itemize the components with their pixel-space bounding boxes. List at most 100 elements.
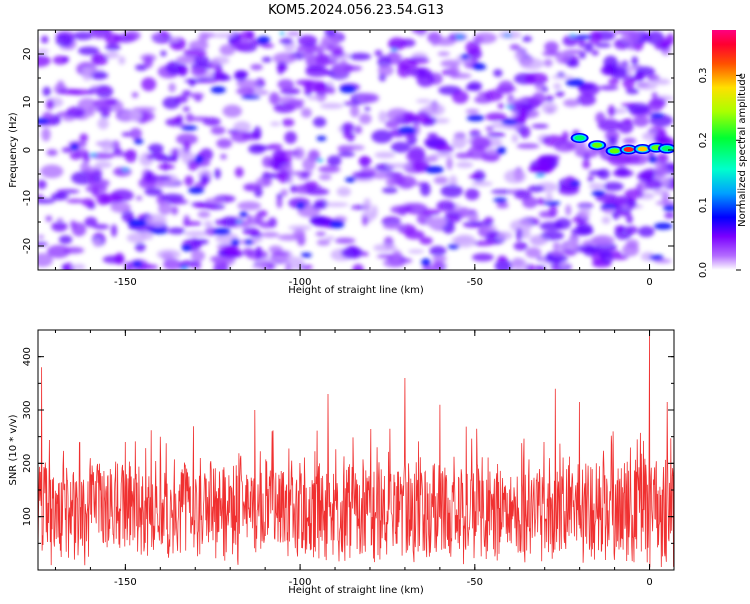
heatmap-cell	[326, 155, 342, 167]
heatmap-cell	[539, 221, 563, 231]
heatmap-cell	[496, 146, 506, 155]
heatmap-cell	[182, 221, 202, 226]
heatmap-cell	[451, 135, 467, 149]
heatmap-cell	[222, 246, 241, 256]
heatmap-cell	[182, 106, 190, 112]
heatmap-cell	[587, 175, 594, 182]
heatmap-cell	[145, 214, 167, 227]
heatmap-cell	[313, 82, 330, 96]
heatmap-cell	[602, 181, 624, 192]
heatmap-cell	[188, 116, 212, 122]
heatmap-cell	[371, 205, 378, 219]
heatmap-cell	[118, 55, 126, 65]
x-tick-label: 0	[646, 277, 652, 288]
heatmap-cell	[146, 154, 154, 160]
heatmap-cell	[407, 56, 430, 65]
snr-frame	[37, 329, 675, 571]
heatmap-cell	[219, 75, 232, 81]
heatmap-cell	[56, 217, 64, 223]
heatmap-cell	[453, 234, 476, 248]
heatmap-cell	[80, 161, 90, 174]
heatmap-cell	[390, 141, 411, 153]
heatmap-cell	[66, 106, 85, 118]
heatmap-cell	[181, 244, 193, 252]
heatmap-cell	[434, 118, 450, 124]
heatmap-cell	[296, 202, 305, 210]
heatmap-cell	[300, 252, 312, 258]
heatmap-cell	[471, 253, 494, 262]
heatmap-cell	[82, 70, 93, 81]
heatmap-cell	[390, 205, 410, 214]
heatmap-cell	[114, 252, 125, 265]
heatmap-cell	[239, 30, 255, 41]
heatmap-cell	[312, 116, 327, 128]
heatmap-cell	[578, 206, 591, 219]
colorbar: 0.0 0.1 0.2 0.3 Normalized spectral amplitu…	[698, 30, 748, 278]
heatmap-cell	[544, 41, 559, 53]
heatmap-cell	[212, 228, 231, 236]
heatmap-cell	[579, 51, 586, 59]
heatmap-cell	[290, 184, 297, 194]
heatmap-cell	[363, 198, 372, 211]
heatmap-cell	[45, 99, 55, 110]
heatmap-cell	[79, 133, 89, 142]
heatmap-cell	[411, 30, 428, 35]
colorbar-label: Normalized spectral amplitude	[737, 73, 748, 227]
heatmap-cell	[563, 49, 585, 54]
heatmap-cell	[316, 135, 327, 141]
heatmap-cell	[603, 55, 618, 70]
heatmap-cell	[297, 35, 318, 47]
heatmap-cell	[416, 73, 435, 88]
heatmap-cell	[646, 30, 665, 45]
heatmap-cell	[371, 129, 393, 144]
heatmap-cell	[421, 258, 431, 267]
heatmap-cell	[433, 176, 449, 185]
heatmap-cell	[545, 95, 554, 103]
heatmap-cell	[222, 104, 242, 118]
heatmap-cell	[568, 238, 579, 251]
heatmap-cell	[285, 262, 292, 270]
heatmap-cell	[46, 244, 71, 259]
heatmap-cell	[530, 235, 546, 246]
heatmap-cell	[38, 118, 51, 125]
heatmap-cell	[283, 101, 304, 110]
heatmap-cell	[622, 75, 635, 90]
heatmap-cell	[312, 203, 328, 210]
heatmap-cell	[140, 231, 154, 240]
heatmap-cell	[188, 40, 209, 51]
heatmap-cell	[94, 161, 112, 169]
heatmap-cell	[559, 244, 573, 250]
heatmap-cell	[309, 215, 329, 227]
heatmap-cell	[278, 62, 288, 72]
heatmap-cell	[373, 243, 398, 252]
heatmap-cell	[522, 35, 533, 42]
heatmap-cell	[595, 112, 606, 124]
heatmap-cell	[194, 155, 204, 164]
colorbar-ticks: 0.0 0.1 0.2 0.3	[698, 67, 741, 278]
heatmap-cell	[432, 261, 444, 267]
heatmap-cell	[405, 150, 426, 163]
heatmap-hotspot	[609, 148, 620, 154]
heatmap-cell	[426, 216, 448, 229]
heatmap-cell	[444, 210, 463, 223]
heatmap-cell	[497, 103, 505, 109]
heatmap-cell	[424, 103, 445, 117]
heatmap-cell	[663, 204, 674, 212]
heatmap-cell	[200, 173, 208, 188]
heatmap-cell	[419, 236, 433, 245]
heatmap-cell	[348, 52, 372, 61]
heatmap-cell	[334, 237, 356, 244]
heatmap-cell	[83, 171, 103, 176]
heatmap-cell	[232, 39, 253, 52]
heatmap-cell	[242, 227, 259, 236]
heatmap-cell	[410, 204, 427, 211]
heatmap-cell	[124, 149, 137, 163]
heatmap-cell	[287, 225, 312, 231]
heatmap-cell	[345, 144, 365, 151]
heatmap-cell	[534, 265, 547, 270]
heatmap-cell	[595, 42, 612, 48]
heatmap-cell	[121, 132, 132, 137]
heatmap-cell	[391, 250, 403, 263]
heatmap-cell	[300, 107, 312, 118]
